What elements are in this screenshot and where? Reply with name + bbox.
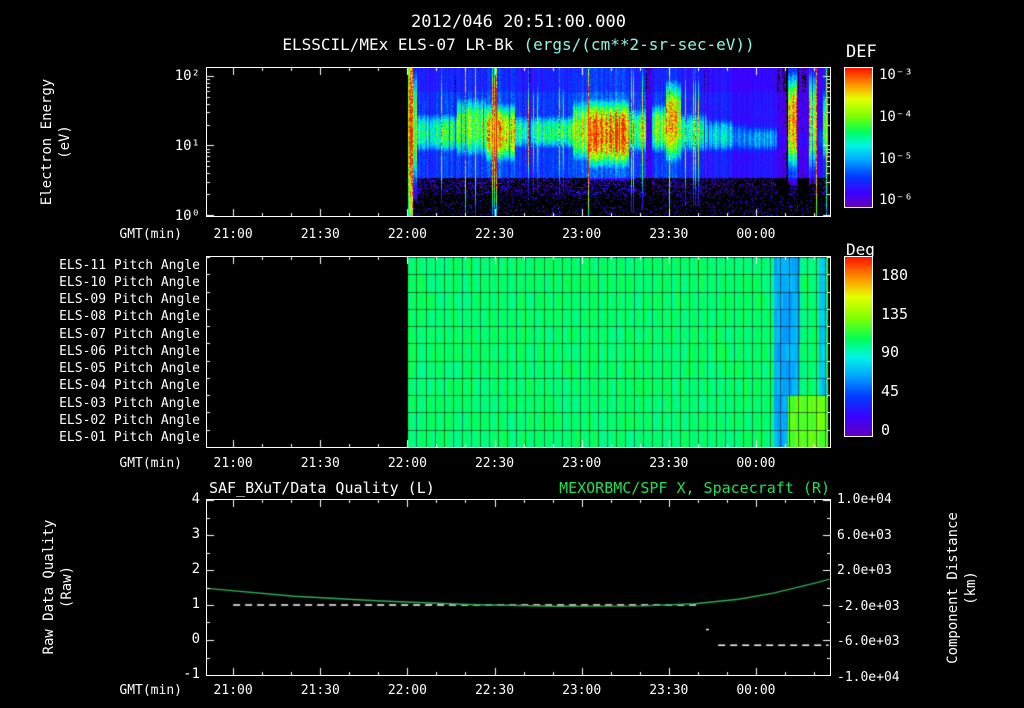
time-tick-label: 00:00 [736,456,776,471]
quality-tick-label: 4 [191,491,200,507]
def-colorbar-canvas [845,68,872,207]
energy-tick-label: 10⁰ [174,208,200,224]
gmt-axis-label: GMT(min) [119,683,182,698]
deg-colorbar-tick-label: 0 [881,421,891,439]
pitch-row-label: ELS-10 Pitch Angle [59,274,200,290]
pitch-row-label: ELS-01 Pitch Angle [59,430,200,446]
def-colorbar-tick-label: 10⁻⁵ [879,151,913,167]
distance-tick-label: 2.0e+03 [837,563,892,578]
energy-axis-label-line2: (eV) [57,125,73,159]
energy-axis-label-line1: Electron Energy [39,78,55,206]
line-plot-panel [206,499,831,676]
time-tick-label: 21:00 [213,683,253,698]
pitch-row-label: ELS-07 Pitch Angle [59,326,200,342]
distance-axis-label-line2: (km) [963,571,979,605]
left-series-title: SAF_BXuT/Data Quality (L) [209,479,435,497]
pitch-angle-canvas [207,257,830,447]
distance-tick-label: 1.0e+04 [837,492,892,507]
pitch-row-label: ELS-03 Pitch Angle [59,395,200,411]
time-tick-label: 21:00 [213,456,253,471]
plot-title: ELSSCIL/MEx ELS-07 LR-Bk (ergs/(cm**2-sr-… [150,35,887,54]
pitch-row-label: ELS-06 Pitch Angle [59,343,200,359]
pitch-row-label: ELS-04 Pitch Angle [59,378,200,394]
distance-tick-label: -1.0e+04 [837,670,900,685]
time-tick-label: 00:00 [736,683,776,698]
distance-tick-label: -2.0e+03 [837,599,900,614]
time-tick-label: 22:00 [387,456,427,471]
energy-spectrogram-canvas [207,68,830,216]
time-tick-label: 23:30 [649,227,689,242]
gmt-axis-label: GMT(min) [119,456,182,471]
deg-colorbar-tick-label: 90 [881,343,900,361]
pitch-row-label: ELS-05 Pitch Angle [59,361,200,377]
quality-tick-label: 1 [191,596,200,612]
quality-tick-label: 2 [191,561,200,577]
time-tick-label: 22:00 [387,227,427,242]
def-colorbar-tick-label: 10⁻⁴ [879,109,913,125]
gmt-axis-label: GMT(min) [119,227,182,242]
def-colorbar-title: DEF [846,42,877,62]
time-tick-label: 23:00 [562,456,602,471]
quality-axis-label-line2: (Raw) [59,565,75,609]
time-tick-label: 23:30 [649,456,689,471]
instrument-label: ELSSCIL/MEx ELS-07 LR-Bk [282,35,514,54]
energy-axis-label: Electron Energy (eV) [38,32,78,252]
distance-tick-label: -6.0e+03 [837,634,900,649]
time-tick-label: 23:00 [562,683,602,698]
deg-colorbar-tick-label: 135 [881,305,909,323]
deg-colorbar-tick-label: 180 [881,266,909,284]
energy-spectrogram-panel [206,67,831,217]
quality-axis-label-line1: Raw Data Quality [41,519,57,655]
line-plot-canvas [207,500,830,675]
time-tick-label: 21:30 [300,683,340,698]
energy-tick-label: 10¹ [174,138,200,154]
right-series-title: MEXORBMC/SPF X, Spacecraft (R) [559,479,830,497]
def-colorbar-tick-label: 10⁻⁶ [879,192,913,208]
time-tick-label: 22:30 [474,456,515,471]
distance-axis-label-line1: Component Distance [945,512,961,664]
energy-tick-label: 10² [174,68,200,84]
time-tick-label: 21:00 [213,227,253,242]
quality-tick-label: -1 [183,666,200,682]
distance-tick-label: 6.0e+03 [837,528,892,543]
time-tick-label: 00:00 [736,227,776,242]
pitch-row-label: ELS-09 Pitch Angle [59,292,200,308]
time-tick-label: 22:30 [474,227,515,242]
timestamp-title: 2012/046 20:51:00.000 [411,12,626,32]
time-tick-label: 21:30 [300,227,340,242]
deg-colorbar [844,256,873,437]
time-tick-label: 21:30 [300,456,340,471]
time-tick-label: 22:30 [474,683,515,698]
deg-colorbar-title: Deg [846,240,875,259]
pitch-angle-panel [206,256,831,448]
distance-axis-label: Component Distance (km) [944,478,984,698]
quality-tick-label: 0 [191,631,200,647]
time-tick-label: 22:00 [387,683,427,698]
pitch-row-label: ELS-11 Pitch Angle [59,257,200,273]
deg-colorbar-tick-label: 45 [881,382,900,400]
pitch-row-label: ELS-08 Pitch Angle [59,309,200,325]
def-colorbar-tick-label: 10⁻³ [879,67,913,83]
def-colorbar [844,67,873,208]
units-label: (ergs/(cm**2-sr-sec-eV)) [523,35,755,54]
quality-axis-label: Raw Data Quality (Raw) [40,477,80,697]
time-tick-label: 23:30 [649,683,689,698]
time-tick-label: 23:00 [562,227,602,242]
pitch-row-label: ELS-02 Pitch Angle [59,413,200,429]
quality-tick-label: 3 [191,526,200,542]
deg-colorbar-canvas [845,257,872,436]
